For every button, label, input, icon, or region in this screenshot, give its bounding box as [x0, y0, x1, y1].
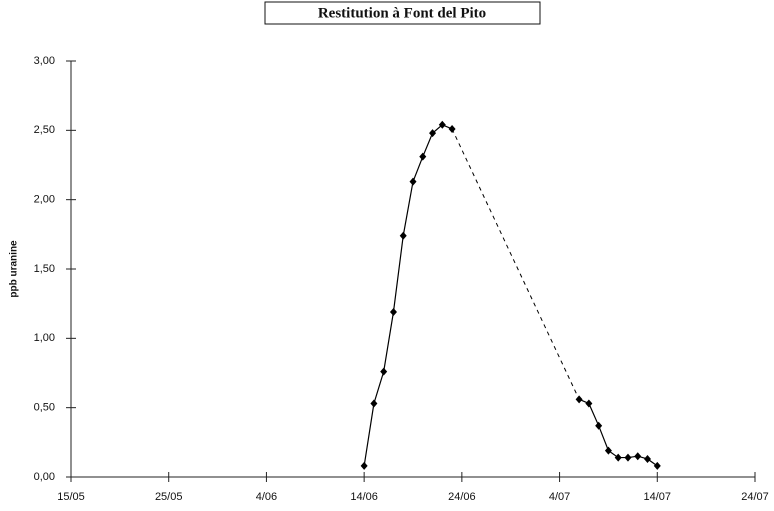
data-point: [624, 453, 632, 462]
data-point: [653, 461, 661, 470]
data-point: [448, 124, 456, 133]
y-axis-label: ppb uranine: [9, 240, 20, 298]
y-tick-label: 3,00: [34, 55, 55, 67]
x-tick-label: 4/07: [549, 491, 570, 503]
x-tick-label: 15/05: [57, 491, 85, 503]
data-point: [614, 453, 622, 462]
x-tick-label: 4/06: [256, 491, 277, 503]
data-point: [438, 120, 446, 129]
x-tick-label: 24/06: [448, 491, 476, 503]
x-tick-label: 14/06: [350, 491, 378, 503]
data-point: [409, 177, 417, 186]
data-point: [399, 231, 407, 240]
data-point: [380, 367, 388, 376]
data-point: [634, 452, 642, 461]
y-tick-label: 1,50: [34, 263, 55, 275]
data-line: [363, 124, 453, 466]
y-tick-label: 0,50: [34, 402, 55, 414]
data-point: [575, 395, 583, 404]
y-tick-label: 1,00: [34, 332, 55, 344]
x-tick-label: 14/07: [644, 491, 672, 503]
data-point: [604, 446, 612, 455]
title-box: [264, 1, 541, 25]
y-tick-label: 0,00: [34, 471, 55, 483]
x-tick-label: 25/05: [155, 491, 183, 503]
data-point: [585, 399, 593, 408]
x-tick-label: 24/07: [741, 491, 769, 503]
interpolated-gap: [451, 128, 580, 400]
data-point: [644, 454, 652, 463]
data-point: [429, 129, 437, 138]
y-tick-label: 2,50: [34, 124, 55, 136]
data-point: [360, 461, 368, 470]
y-tick-label: 2,00: [34, 194, 55, 206]
data-point: [419, 152, 427, 161]
data-point: [595, 421, 603, 430]
data-point: [389, 307, 397, 316]
chart-title: Restitution à Font del Pito: [318, 5, 486, 21]
data-point: [370, 399, 378, 408]
